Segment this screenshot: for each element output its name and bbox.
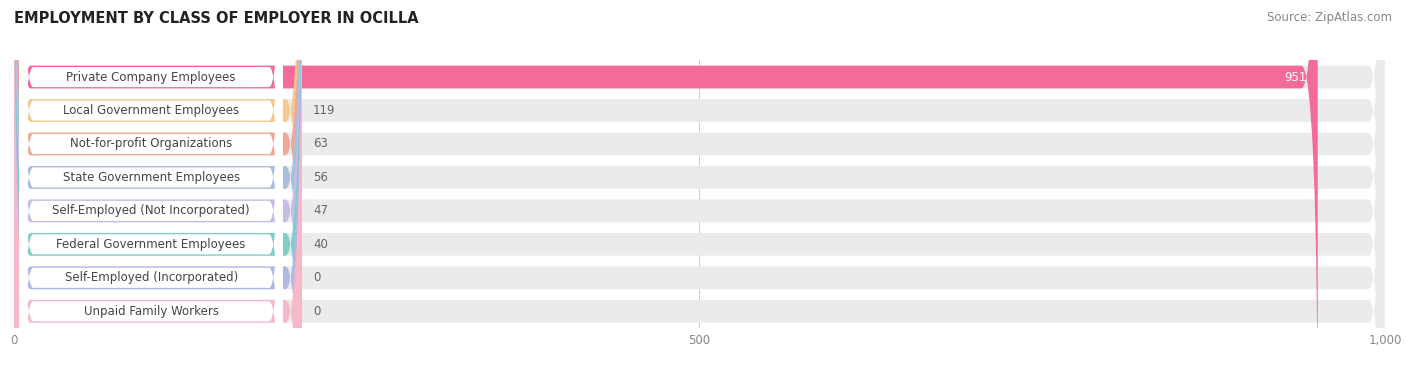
Text: Self-Employed (Not Incorporated): Self-Employed (Not Incorporated) <box>52 204 250 218</box>
Text: Self-Employed (Incorporated): Self-Employed (Incorporated) <box>65 271 238 284</box>
FancyBboxPatch shape <box>14 0 1385 377</box>
Text: Unpaid Family Workers: Unpaid Family Workers <box>83 305 219 318</box>
Text: Local Government Employees: Local Government Employees <box>63 104 239 117</box>
Text: 47: 47 <box>314 204 328 218</box>
FancyBboxPatch shape <box>20 0 283 377</box>
FancyBboxPatch shape <box>14 0 302 377</box>
FancyBboxPatch shape <box>20 0 283 377</box>
FancyBboxPatch shape <box>20 0 283 377</box>
Text: EMPLOYMENT BY CLASS OF EMPLOYER IN OCILLA: EMPLOYMENT BY CLASS OF EMPLOYER IN OCILL… <box>14 11 419 26</box>
FancyBboxPatch shape <box>14 0 1385 377</box>
FancyBboxPatch shape <box>14 0 1385 377</box>
Text: 119: 119 <box>314 104 336 117</box>
FancyBboxPatch shape <box>14 0 1385 377</box>
FancyBboxPatch shape <box>14 0 1385 377</box>
FancyBboxPatch shape <box>14 0 302 377</box>
FancyBboxPatch shape <box>14 0 1385 377</box>
FancyBboxPatch shape <box>20 0 283 377</box>
Text: 951: 951 <box>1285 70 1306 84</box>
FancyBboxPatch shape <box>14 0 302 377</box>
FancyBboxPatch shape <box>20 0 283 377</box>
FancyBboxPatch shape <box>14 0 1385 377</box>
FancyBboxPatch shape <box>14 0 302 377</box>
FancyBboxPatch shape <box>14 0 302 377</box>
Text: 0: 0 <box>314 305 321 318</box>
FancyBboxPatch shape <box>20 0 283 377</box>
FancyBboxPatch shape <box>14 0 1385 377</box>
Text: 56: 56 <box>314 171 328 184</box>
Text: 63: 63 <box>314 138 328 150</box>
FancyBboxPatch shape <box>14 0 1317 377</box>
Text: State Government Employees: State Government Employees <box>63 171 239 184</box>
Text: 0: 0 <box>314 271 321 284</box>
FancyBboxPatch shape <box>20 0 283 377</box>
Text: Federal Government Employees: Federal Government Employees <box>56 238 246 251</box>
FancyBboxPatch shape <box>20 0 283 377</box>
Text: Not-for-profit Organizations: Not-for-profit Organizations <box>70 138 232 150</box>
Text: 40: 40 <box>314 238 328 251</box>
Text: Private Company Employees: Private Company Employees <box>66 70 236 84</box>
Text: Source: ZipAtlas.com: Source: ZipAtlas.com <box>1267 11 1392 24</box>
FancyBboxPatch shape <box>14 0 302 377</box>
FancyBboxPatch shape <box>14 0 302 377</box>
